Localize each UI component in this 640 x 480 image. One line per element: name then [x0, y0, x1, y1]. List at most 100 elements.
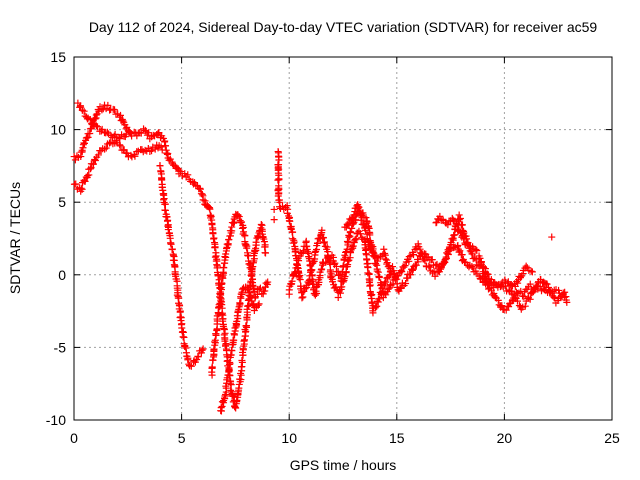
data-point: [505, 303, 513, 311]
data-point: [384, 285, 392, 293]
data-point: [317, 266, 325, 274]
data-point: [177, 168, 185, 176]
data-point: [456, 228, 464, 236]
data-point: [209, 356, 217, 364]
x-tick-label: 0: [70, 430, 78, 446]
data-point: [313, 239, 321, 247]
data-point: [171, 262, 179, 270]
data-point: [441, 258, 449, 266]
data-point: [206, 205, 214, 213]
data-point: [178, 324, 186, 332]
data-point: [364, 269, 372, 277]
data-point: [361, 226, 369, 234]
data-point: [116, 142, 124, 150]
data-point: [180, 333, 188, 341]
data-point: [226, 358, 234, 366]
data-point: [230, 219, 238, 227]
data-point: [264, 278, 272, 286]
data-point: [468, 263, 476, 271]
y-tick-labels: 15 10 5 0 -5 -10: [46, 49, 66, 428]
data-point: [295, 257, 303, 265]
data-point: [527, 267, 535, 275]
y-tick-label: 5: [58, 194, 66, 210]
data-point: [123, 123, 131, 131]
chart-title: Day 112 of 2024, Sidereal Day-to-day VTE…: [89, 19, 598, 35]
data-point: [214, 272, 222, 280]
data-point: [521, 302, 529, 310]
data-point: [322, 258, 330, 266]
data-point: [348, 214, 356, 222]
data-point: [350, 239, 358, 247]
data-point: [363, 236, 371, 244]
data-point: [92, 111, 100, 119]
data-point: [528, 268, 536, 276]
data-point: [91, 115, 99, 123]
data-point: [86, 116, 94, 124]
data-point: [196, 185, 204, 193]
data-point: [348, 224, 356, 232]
data-point: [233, 396, 241, 404]
data-point: [257, 220, 265, 228]
data-point: [498, 302, 506, 310]
data-point: [312, 247, 320, 255]
data-point: [86, 130, 94, 138]
data-point: [289, 235, 297, 243]
data-point: [78, 185, 86, 193]
data-point: [468, 250, 476, 258]
data-point: [502, 306, 510, 314]
data-point: [362, 250, 370, 258]
data-point: [525, 294, 533, 302]
data-point: [166, 155, 174, 163]
data-point: [460, 235, 468, 243]
data-point: [104, 101, 112, 109]
data-point: [456, 215, 464, 223]
data-point: [533, 282, 541, 290]
data-point: [298, 294, 306, 302]
data-point: [249, 263, 257, 271]
data-point: [119, 117, 127, 125]
data-point: [235, 213, 243, 221]
y-tick-label: 0: [58, 267, 66, 283]
plot-frame: [73, 56, 613, 421]
data-point: [220, 264, 228, 272]
data-point: [236, 299, 244, 307]
data-point: [211, 336, 219, 344]
data-point: [94, 123, 102, 131]
data-point: [227, 386, 235, 394]
data-point: [477, 259, 485, 267]
y-axis-label: SDTVAR / TECUs: [7, 182, 23, 294]
y-tick-label: 10: [50, 122, 66, 138]
data-point: [376, 295, 384, 303]
data-point: [126, 129, 134, 137]
data-point: [346, 228, 354, 236]
data-point: [307, 267, 315, 275]
data-point: [420, 255, 428, 263]
data-point: [334, 293, 342, 301]
data-point: [344, 239, 352, 247]
y-tick-label: -5: [54, 339, 67, 355]
data-point: [432, 261, 440, 269]
data-point: [444, 221, 452, 229]
data-point: [473, 247, 481, 255]
data-point: [181, 170, 189, 178]
data-point: [101, 145, 109, 153]
data-point: [102, 144, 110, 152]
data-point: [313, 289, 321, 297]
data-point: [157, 143, 165, 151]
data-point: [116, 111, 124, 119]
data-point: [408, 266, 416, 274]
data-point: [270, 216, 278, 224]
data-point: [73, 152, 81, 160]
data-point: [336, 289, 344, 297]
data-point: [270, 205, 278, 213]
data-point: [116, 135, 124, 143]
data-point: [216, 284, 224, 292]
data-point: [449, 216, 457, 224]
data-point: [366, 281, 374, 289]
data-point: [228, 347, 236, 355]
data-point: [377, 280, 385, 288]
x-tick-label: 5: [178, 430, 186, 446]
data-point: [80, 107, 88, 115]
data-point: [421, 257, 429, 265]
data-point: [262, 249, 270, 257]
